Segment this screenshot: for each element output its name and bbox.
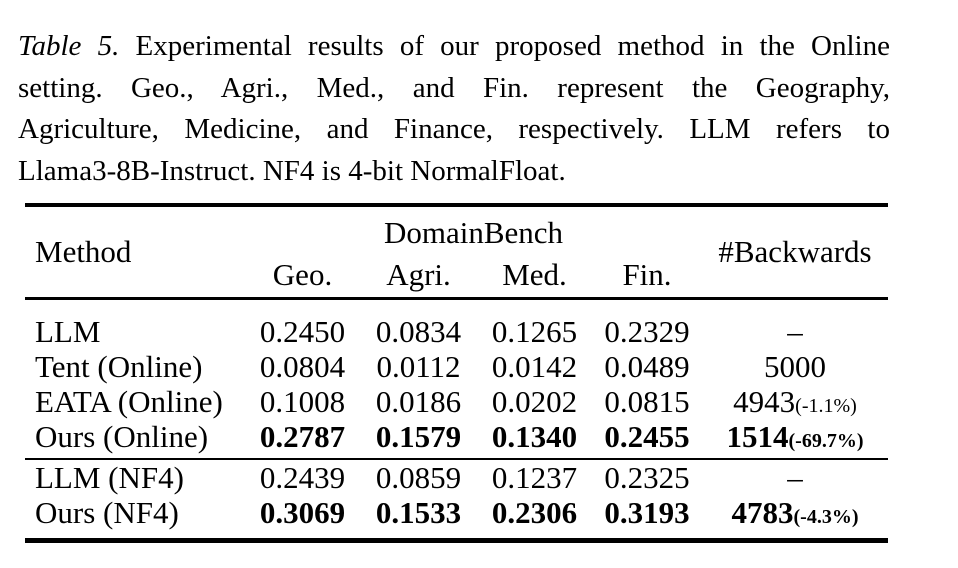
header-group-domainbench: DomainBench Geo. Agri. Med. Fin. [245,207,702,297]
agri-value: 0.0834 [375,314,462,349]
header-backwards: #Backwards [718,234,872,269]
fin-value: 0.3193 [604,495,690,530]
geo-value: 0.3069 [259,495,346,530]
backwards-number: 1514 [726,419,789,454]
header-agri: Agri. [386,257,451,292]
method-cell: Ours (Online) [35,419,209,454]
geo-value: 0.2450 [259,314,346,349]
header-fin: Fin. [622,257,672,292]
caption-line-3: Agriculture, Medicine, and Finance, resp… [18,113,890,145]
agri-value: 0.0112 [376,349,461,384]
backwards-number: 4943 [733,384,796,419]
backwards-number: – [787,314,803,349]
backwards-number: – [787,460,803,495]
table-section-online: LLM 0.2450 0.0834 0.1265 0.2329 – Tent (… [25,300,888,460]
method-cell: Tent (Online) [35,349,203,384]
fin-value: 0.2329 [604,314,690,349]
agri-value: 0.0186 [375,384,462,419]
table-row-ours-online: Ours (Online) 0.2787 0.1579 0.1340 0.245… [25,419,888,454]
caption-line-1: Table 5. Experimental results of our pro… [18,26,890,68]
fin-value: 0.0815 [604,384,690,419]
caption-text-1: Experimental results of our proposed met… [135,30,890,62]
caption-label: Table 5. [18,30,120,62]
results-table: Method DomainBench Geo. Agri. Med. Fin. … [25,203,888,543]
method-cell: Ours (NF4) [35,495,179,530]
caption-line-4: Llama3-8B-Instruct. NF4 is 4-bit NormalF… [18,154,566,187]
method-cell: LLM (NF4) [35,460,184,495]
backwards-number: 5000 [764,349,826,384]
method-cell: EATA (Online) [35,384,223,419]
backwards-cell: – [702,314,888,354]
header-med: Med. [502,257,567,292]
backwards-percent: (-1.1%) [795,395,857,417]
med-value: 0.1340 [491,419,578,454]
table-row: LLM (NF4) 0.2439 0.0859 0.1237 0.2325 – [25,460,888,495]
backwards-percent: (-4.3%) [793,506,859,528]
med-value: 0.1265 [491,314,578,349]
method-cell: LLM [35,314,101,349]
table-row: EATA (Online) 0.1008 0.0186 0.0202 0.081… [25,384,888,419]
backwards-cell: 4943(-1.1%) [702,384,888,424]
header-geo: Geo. [272,257,333,292]
caption-line-2: setting. Geo., Agri., Med., and Fin. rep… [18,71,890,104]
table-header: Method DomainBench Geo. Agri. Med. Fin. … [25,207,888,300]
backwards-cell: 1514(-69.7%) [702,419,888,459]
agri-value: 0.1533 [375,495,462,530]
header-domainbench-title: DomainBench [383,215,564,250]
backwards-cell: 4783(-4.3%) [702,495,888,535]
table-caption: Table 5. Experimental results of our pro… [18,26,890,192]
geo-value: 0.2439 [259,460,346,495]
fin-value: 0.2325 [604,460,690,495]
geo-value: 0.0804 [259,349,346,384]
geo-value: 0.1008 [259,384,346,419]
fin-value: 0.2455 [604,419,690,454]
table-row: LLM 0.2450 0.0834 0.1265 0.2329 – [25,314,888,349]
table-row: Tent (Online) 0.0804 0.0112 0.0142 0.048… [25,349,888,384]
med-value: 0.0142 [491,349,578,384]
backwards-cell: – [702,460,888,500]
geo-value: 0.2787 [259,419,346,454]
header-subcolumns: Geo. Agri. Med. Fin. [245,251,702,297]
med-value: 0.2306 [491,495,578,530]
backwards-number: 4783 [731,495,794,530]
fin-value: 0.0489 [604,349,690,384]
header-method: Method [35,234,132,269]
table-row-ours-nf4: Ours (NF4) 0.3069 0.1533 0.2306 0.3193 4… [25,495,888,530]
table-section-nf4: LLM (NF4) 0.2439 0.0859 0.1237 0.2325 – … [25,460,888,543]
backwards-cell: 5000 [702,349,888,389]
med-value: 0.0202 [491,384,578,419]
backwards-percent: (-69.7%) [788,430,864,452]
med-value: 0.1237 [491,460,578,495]
agri-value: 0.0859 [375,460,462,495]
agri-value: 0.1579 [375,419,462,454]
